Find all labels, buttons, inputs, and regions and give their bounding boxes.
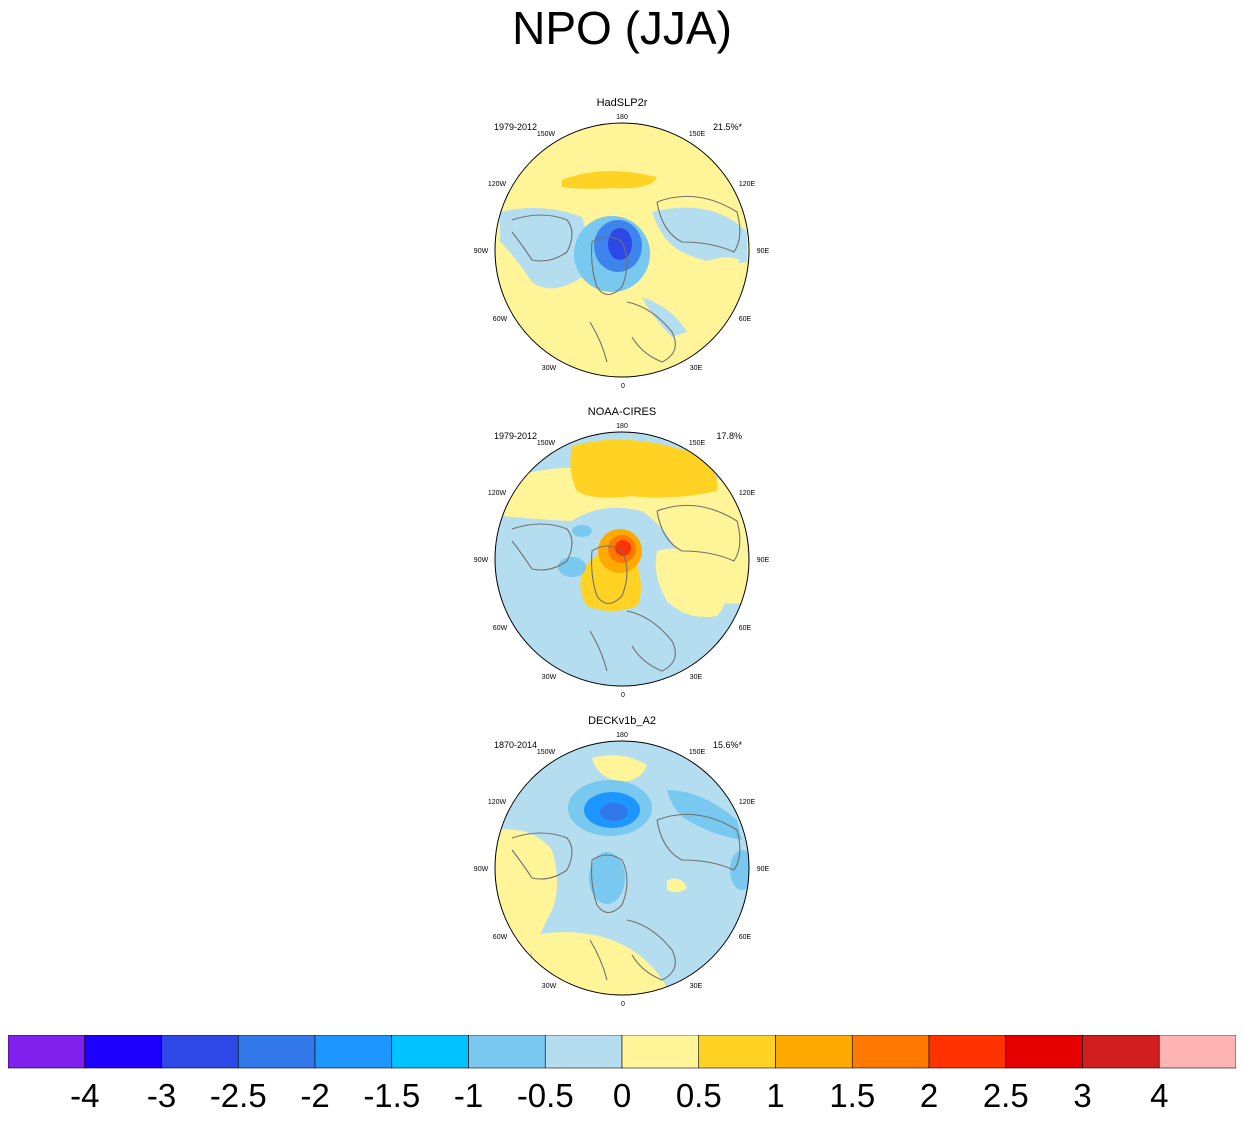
svg-text:120E: 120E: [739, 799, 756, 806]
colorbar-swatch-0: [7, 1034, 86, 1069]
colorbar-swatch-2: [161, 1034, 239, 1069]
svg-text:60E: 60E: [739, 316, 752, 323]
svg-text:90W: 90W: [474, 866, 489, 873]
coastlines: [511, 195, 741, 363]
figure-title: NPO (JJA): [512, 2, 732, 54]
svg-text:60W: 60W: [493, 934, 508, 941]
panel-deckv1b-a2: DECKv1b_A2 1870-2014 15.6%* 180 150E: [472, 710, 772, 1010]
longitude-labels: 180 150E 120E 90E 60E 30E 0 30W 60W 90W …: [474, 114, 770, 390]
panel-period: 1979-2012: [494, 122, 537, 132]
colorbar-swatch-12: [928, 1034, 1007, 1069]
svg-text:60E: 60E: [739, 625, 752, 632]
colorbar-label-13: 3: [1073, 1077, 1091, 1114]
colorbar-label-10: 1.5: [829, 1077, 875, 1114]
svg-text:90W: 90W: [474, 557, 489, 564]
panel-title: DECKv1b_A2: [588, 715, 656, 727]
colorbar-swatch-4: [314, 1034, 393, 1069]
colorbar-label-8: 0.5: [676, 1077, 722, 1114]
svg-text:180: 180: [616, 732, 628, 739]
colorbar-label-2: -2.5: [210, 1077, 267, 1114]
svg-text:0: 0: [621, 692, 625, 699]
svg-text:0: 0: [621, 1001, 625, 1008]
svg-text:150E: 150E: [689, 440, 706, 447]
svg-text:0: 0: [621, 383, 625, 390]
svg-text:120W: 120W: [488, 181, 507, 188]
longitude-labels: 180 150E 120E 90E 60E 30E 0 30W 60W 90W …: [474, 423, 770, 699]
colorbar-swatch-7: [544, 1034, 623, 1069]
svg-text:150E: 150E: [689, 131, 706, 138]
colorbar-swatch-15: [1158, 1034, 1237, 1069]
panel-period: 1870-2014: [494, 740, 537, 750]
panel-title: HadSLP2r: [597, 97, 648, 109]
colorbar-label-7: 0: [613, 1077, 631, 1114]
panel-variance: 21.5%*: [713, 122, 743, 132]
svg-text:30W: 30W: [542, 365, 557, 372]
colorbar-label-9: 1: [766, 1077, 784, 1114]
field-shading: [495, 741, 749, 995]
colorbar-label-3: -2: [300, 1077, 329, 1114]
field-shading: [495, 123, 749, 377]
svg-text:180: 180: [616, 423, 628, 430]
colorbar-swatch-11: [851, 1034, 930, 1069]
svg-text:90E: 90E: [757, 557, 770, 564]
colorbar-swatch-13: [1005, 1034, 1083, 1069]
svg-text:150W: 150W: [537, 440, 556, 447]
svg-text:150W: 150W: [537, 131, 556, 138]
colorbar-label-5: -1: [454, 1077, 483, 1114]
panel-hadslp2r: HadSLP2r 1979-2012 21.5%* 180 150E 120E: [472, 92, 772, 392]
colorbar-swatch-5: [391, 1034, 469, 1069]
svg-text:60E: 60E: [739, 934, 752, 941]
svg-text:30W: 30W: [542, 983, 557, 990]
svg-text:120W: 120W: [488, 490, 507, 497]
polar-map-deckv1b-a2: DECKv1b_A2 1870-2014 15.6%* 180 150E: [474, 715, 770, 1008]
colorbar-label-4: -1.5: [363, 1077, 420, 1114]
svg-text:30E: 30E: [690, 674, 703, 681]
svg-text:150E: 150E: [689, 749, 706, 756]
polar-map-noaa-cires: NOAA-CIRES 1979-2012 17.8% 180 150E 120: [474, 406, 770, 699]
colorbar-label-14: 4: [1150, 1077, 1168, 1114]
svg-text:90E: 90E: [757, 248, 770, 255]
colorbar-label-6: -0.5: [517, 1077, 574, 1114]
map-border: [494, 122, 750, 378]
coastlines: [511, 813, 741, 981]
svg-text:180: 180: [616, 114, 628, 121]
svg-text:30E: 30E: [690, 983, 703, 990]
svg-text:90E: 90E: [757, 866, 770, 873]
svg-text:30W: 30W: [542, 674, 557, 681]
svg-text:120W: 120W: [488, 799, 507, 806]
panel-noaa-cires: NOAA-CIRES 1979-2012 17.8% 180 150E 120: [472, 401, 772, 701]
colorbar: -4 -3 -2.5 -2 -1.5 -1 -0.5 0 0.5 1 1.5 2 2.5 3 4: [7, 1034, 1237, 1116]
svg-text:120E: 120E: [739, 181, 756, 188]
colorbar-label-0: -4: [70, 1077, 99, 1114]
colorbar-swatch-14: [1082, 1034, 1160, 1069]
polar-map-hadslp2r: HadSLP2r 1979-2012 21.5%* 180 150E 120E: [474, 97, 770, 390]
colorbar-label-12: 2.5: [983, 1077, 1029, 1114]
svg-text:60W: 60W: [493, 316, 508, 323]
colorbar-label-1: -3: [147, 1077, 176, 1114]
colorbar-swatch-8: [621, 1034, 700, 1069]
colorbar-label-11: 2: [920, 1077, 938, 1114]
svg-text:60W: 60W: [493, 625, 508, 632]
panel-period: 1979-2012: [494, 431, 537, 441]
svg-text:90W: 90W: [474, 248, 489, 255]
colorbar-swatch-1: [84, 1034, 162, 1069]
svg-text:120E: 120E: [739, 490, 756, 497]
map-border: [494, 740, 750, 996]
svg-text:30E: 30E: [690, 365, 703, 372]
svg-text:150W: 150W: [537, 749, 556, 756]
panel-title: NOAA-CIRES: [588, 406, 656, 418]
longitude-labels: 180 150E 120E 90E 60E 30E 0 30W 60W 90W …: [474, 732, 770, 1008]
colorbar-swatch-10: [775, 1034, 853, 1069]
panel-variance: 15.6%*: [713, 740, 743, 750]
colorbar-swatch-9: [698, 1034, 776, 1069]
coastlines: [511, 504, 741, 672]
field-shading: [495, 432, 749, 686]
panel-variance: 17.8%: [716, 431, 742, 441]
map-border: [494, 431, 750, 687]
colorbar-swatch-3: [237, 1034, 316, 1069]
colorbar-svg: -4 -3 -2.5 -2 -1.5 -1 -0.5 0 0.5 1 1.5 2 2.5 3 4: [7, 1034, 1237, 1114]
colorbar-swatch-6: [468, 1034, 546, 1069]
